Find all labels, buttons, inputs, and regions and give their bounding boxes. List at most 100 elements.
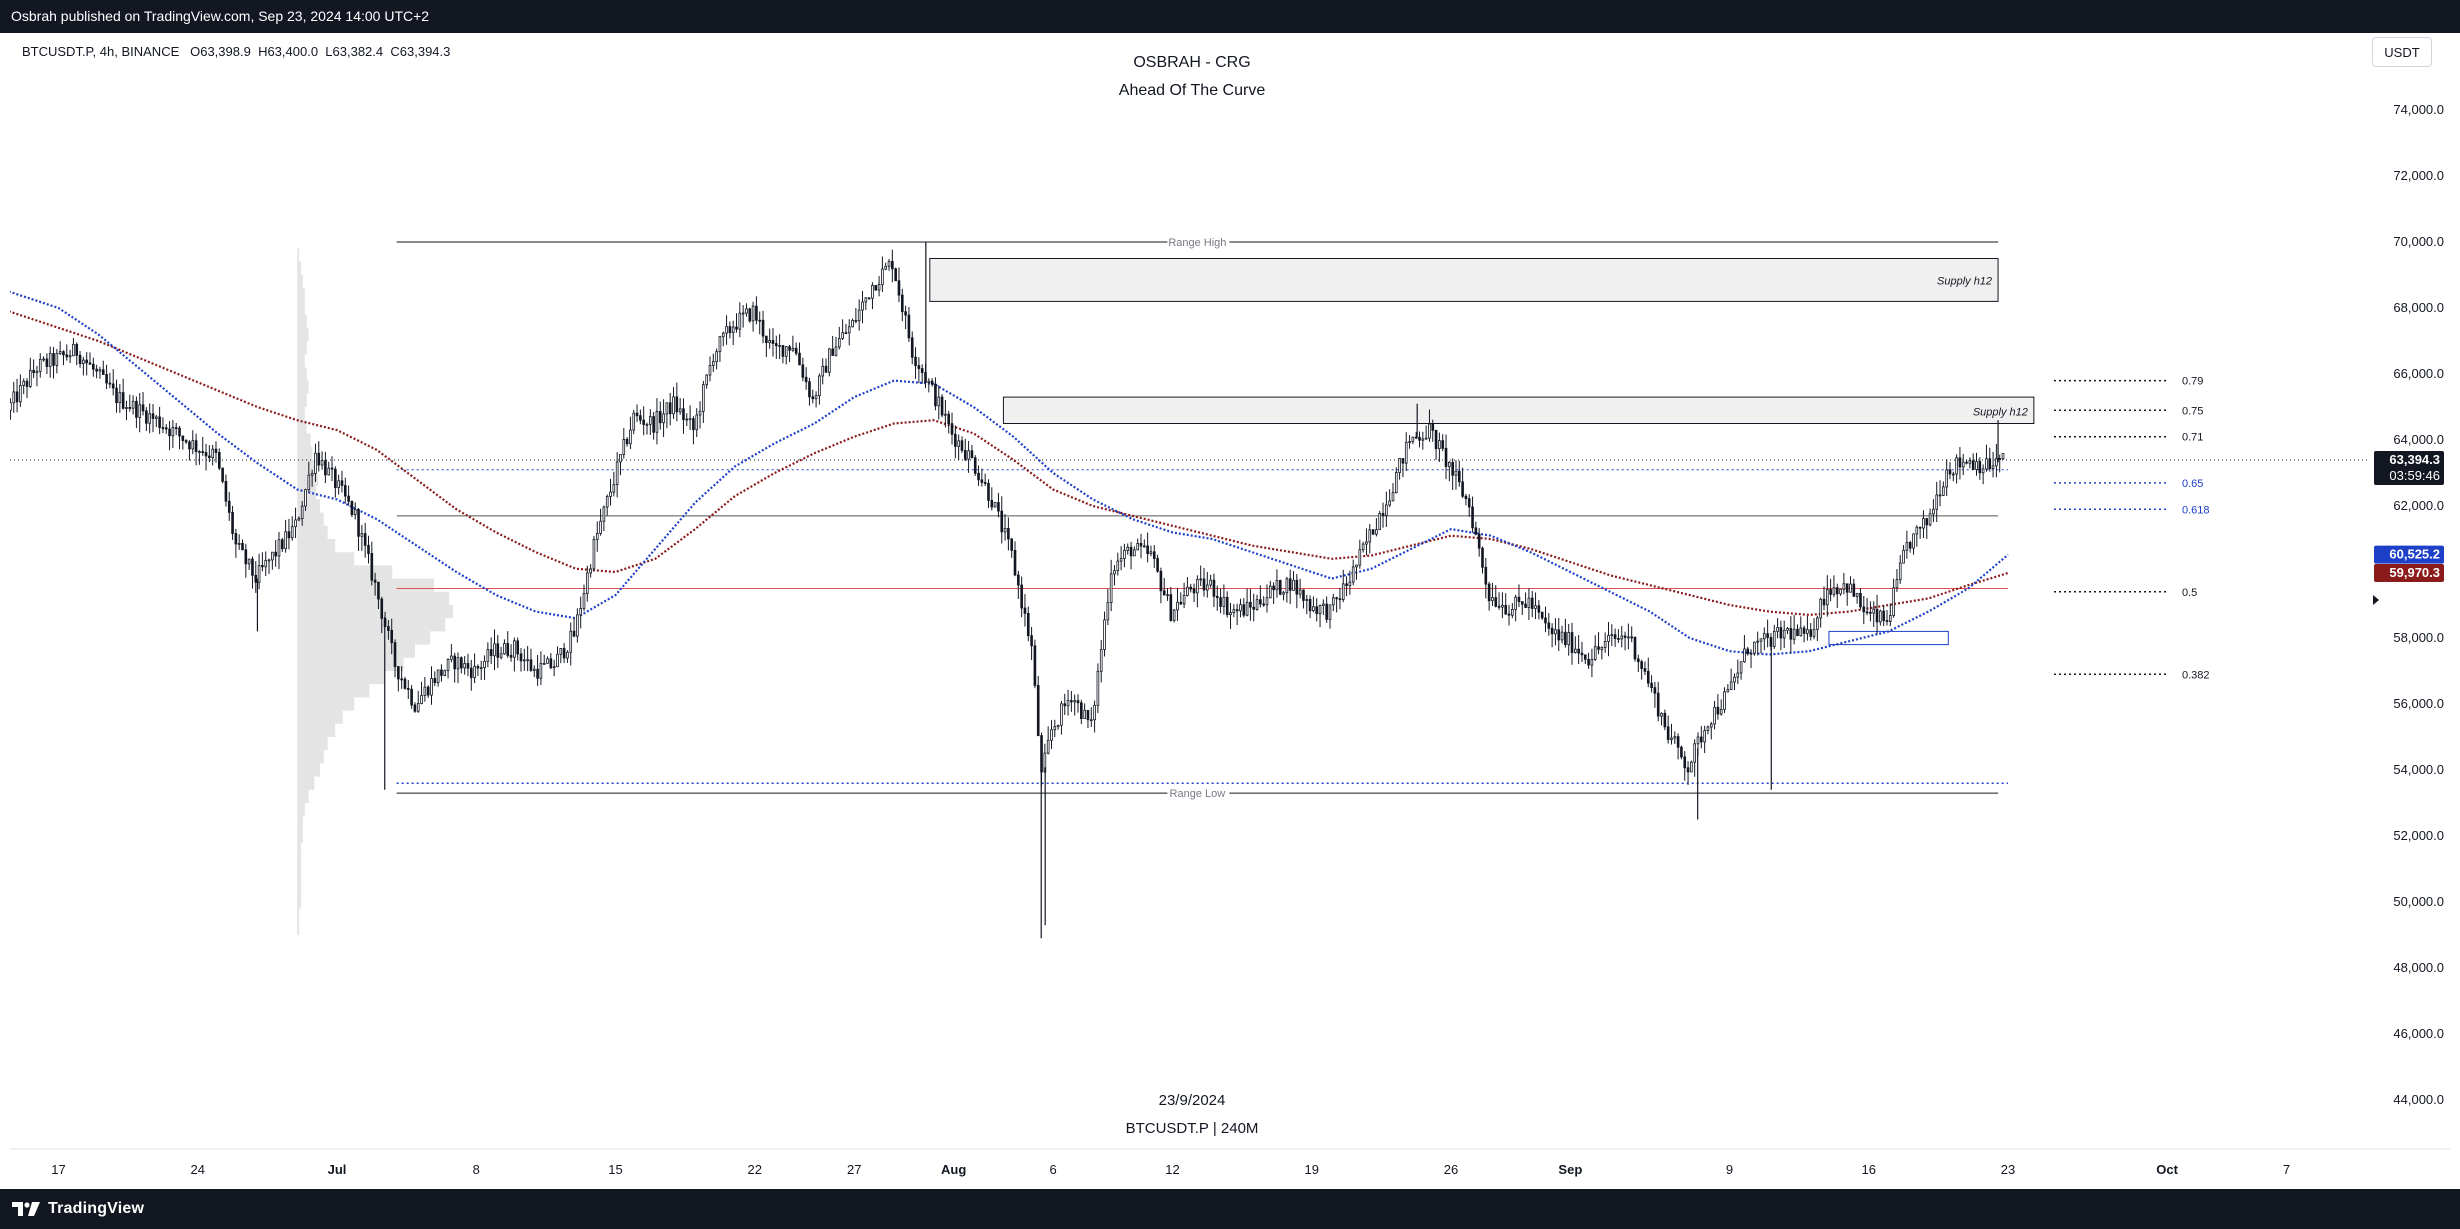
candle-body (393, 642, 397, 667)
candle-body (1162, 590, 1166, 596)
candle-body (128, 407, 132, 409)
candle-body (1109, 573, 1113, 604)
candle-body (1948, 469, 1952, 475)
candle-body (586, 572, 589, 594)
candle-body (828, 348, 831, 373)
candle-body (1806, 629, 1809, 634)
candle-body (1560, 631, 1564, 641)
candle-body (105, 374, 108, 384)
candle-body (138, 404, 142, 418)
candle-body (549, 658, 553, 669)
candle-body (887, 261, 891, 267)
candle-body (456, 657, 460, 670)
candle-body (1739, 661, 1743, 674)
candle-body (1053, 726, 1057, 731)
volume-profile-bar (297, 684, 370, 698)
candle-body (1282, 592, 1285, 595)
candle-body (1958, 457, 1962, 468)
candle-body (791, 347, 795, 351)
candle-body (811, 396, 815, 400)
candle-body (353, 509, 357, 516)
candle-body (1988, 458, 1992, 469)
candle-body (1637, 658, 1640, 663)
candle-body (1123, 549, 1126, 559)
candle-body (1371, 529, 1375, 535)
candle-body (1557, 629, 1561, 641)
candle-body (416, 703, 420, 712)
y-tick-label: 50,000.0 (2393, 894, 2444, 909)
tradingview-logo[interactable]: TradingView (12, 1198, 144, 1220)
candle-body (430, 678, 433, 696)
supply-zone-label: Supply h12 (1937, 275, 1992, 287)
volume-profile-bar (297, 539, 336, 553)
volume-profile-bar (297, 367, 307, 381)
candle-body (38, 359, 42, 372)
candle-body (1464, 495, 1468, 500)
candle-body (277, 539, 281, 557)
candle-body (841, 332, 844, 339)
candle-body (1610, 634, 1614, 637)
candle-body (1292, 579, 1295, 591)
candle-body (721, 332, 725, 338)
candle-body (1454, 470, 1458, 476)
candle-body (1474, 527, 1478, 535)
candle-body (1792, 628, 1796, 640)
candle-body (1802, 627, 1806, 634)
candle-body (904, 311, 907, 316)
fib-level-label: 0.382 (2182, 669, 2210, 681)
candle-body (1278, 580, 1282, 595)
candle-body (1176, 601, 1179, 611)
candle-body (1338, 598, 1342, 601)
candle-body (1345, 583, 1348, 586)
candle-body (237, 543, 241, 545)
candle-body (1849, 583, 1852, 593)
candle-body (1537, 605, 1541, 613)
chart-frame[interactable]: Supply h12 Supply h12 Range High Range Low 0… (10, 33, 2450, 1189)
candle-body (1749, 652, 1753, 655)
volume-profile-bar (297, 737, 328, 751)
x-tick-label: 6 (1050, 1162, 1057, 1177)
candle-body (526, 659, 529, 662)
candle-body (1063, 703, 1067, 707)
currency-button[interactable]: USDT (2372, 37, 2432, 67)
volume-profile-bar (297, 789, 309, 803)
candle-body (1912, 533, 1915, 549)
candle-body (917, 365, 921, 369)
candle-body (1106, 602, 1110, 621)
volume-profile-bar (297, 750, 324, 764)
candle-body (433, 678, 437, 684)
candle-body (934, 383, 937, 407)
volume-profile-bar (297, 829, 303, 843)
candle-body (1116, 560, 1120, 572)
candle-body (1753, 641, 1756, 654)
volume-profile-bar (297, 882, 302, 896)
candle-body (891, 261, 894, 270)
candle-body (48, 353, 52, 367)
candle-body (615, 461, 619, 486)
candle-body (327, 467, 331, 476)
candle-body (1066, 700, 1070, 707)
candle-body (1547, 622, 1551, 629)
candle-body (877, 284, 881, 291)
candle-body (1504, 605, 1508, 615)
price-chart[interactable]: Supply h12 Supply h12 Range High Range Low 0… (10, 33, 2450, 1189)
candle-body (1716, 706, 1720, 715)
candle-body (1501, 605, 1504, 608)
candle-body (1951, 473, 1955, 476)
candle-body (1865, 611, 1869, 614)
candle-body (1646, 670, 1650, 684)
candle-body (254, 574, 258, 583)
candle-body (161, 427, 165, 429)
volume-profile-bar (297, 525, 328, 539)
candle-body (55, 353, 59, 366)
candle-body (1113, 570, 1116, 575)
candle-body (1487, 583, 1491, 602)
candle-body (15, 391, 19, 403)
candle-body (821, 365, 825, 377)
candle-body (857, 309, 861, 322)
volume-profile-bar (297, 499, 321, 513)
candle-body (814, 395, 818, 400)
candle-body (1620, 635, 1624, 640)
candle-body (506, 643, 510, 656)
candle-body (1862, 606, 1866, 613)
